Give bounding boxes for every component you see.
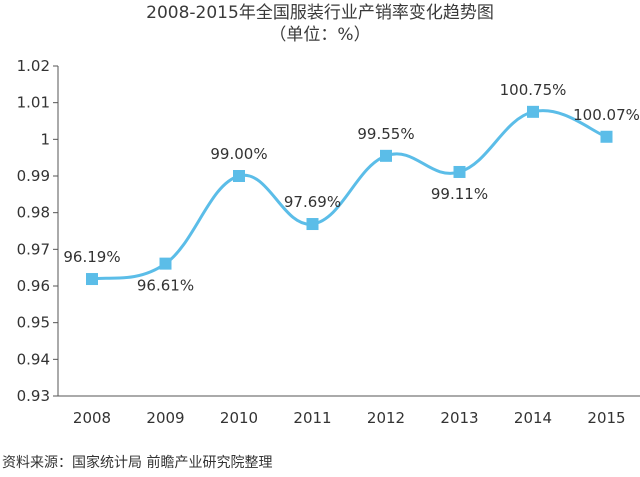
data-label: 97.69% — [284, 193, 341, 211]
data-label: 99.55% — [357, 125, 414, 143]
data-label: 100.75% — [500, 81, 567, 99]
data-point-marker — [453, 165, 466, 178]
y-tick-label: 0.96 — [17, 277, 50, 295]
series-line-layer — [91, 109, 608, 281]
y-tick-label: 1.01 — [17, 94, 50, 112]
x-tick-label: 2015 — [587, 409, 625, 427]
y-tick-label: 0.98 — [17, 204, 50, 222]
data-point-marker — [86, 273, 98, 286]
data-point-marker — [306, 218, 319, 231]
y-tick-label: 0.93 — [17, 387, 50, 405]
chart-title: 2008-2015年全国服装行业产销率变化趋势图 — [146, 3, 494, 23]
chart-subtitle: （单位：%） — [269, 25, 371, 45]
x-tick-label: 2009 — [146, 409, 184, 427]
data-label: 96.19% — [63, 248, 120, 266]
series-line — [91, 109, 608, 281]
data-point-marker — [600, 130, 613, 143]
data-point-marker — [233, 170, 245, 182]
data-label: 100.07% — [573, 106, 640, 124]
data-point-marker — [380, 149, 392, 162]
x-tick-label: 2010 — [220, 409, 258, 427]
x-tick-label: 2012 — [367, 409, 405, 427]
data-label: 96.61% — [137, 277, 194, 295]
y-tick-label: 1 — [40, 130, 50, 148]
x-tick-label: 2013 — [440, 409, 478, 427]
x-tick-label: 2014 — [514, 409, 552, 427]
y-tick-label: 0.94 — [17, 350, 50, 368]
source-note: 资料来源：国家统计局 前瞻产业研究院整理 — [2, 455, 273, 471]
y-tick-label: 0.95 — [17, 314, 50, 332]
data-label: 99.11% — [431, 185, 488, 203]
data-point-marker — [527, 105, 539, 118]
marker-layer — [86, 105, 613, 286]
x-tick-label: 2008 — [73, 409, 111, 427]
y-tick-label: 1.02 — [17, 57, 50, 75]
data-point-marker — [159, 257, 172, 270]
y-axis: 0.93 0.94 0.95 0.96 0.97 0.98 0.99 1 1.01 1.02 — [17, 57, 59, 405]
data-label-layer: 96.19% 96.61% 99.00% 97.69% 99.55% 99.11% 100.… — [63, 81, 639, 295]
x-tick-label: 2011 — [293, 409, 331, 427]
y-tick-label: 0.97 — [17, 240, 50, 258]
y-tick-label: 0.99 — [17, 167, 50, 185]
data-label: 99.00% — [210, 145, 267, 163]
x-axis: 2008 2009 2010 2011 2012 2013 2014 2015 — [58, 395, 640, 427]
